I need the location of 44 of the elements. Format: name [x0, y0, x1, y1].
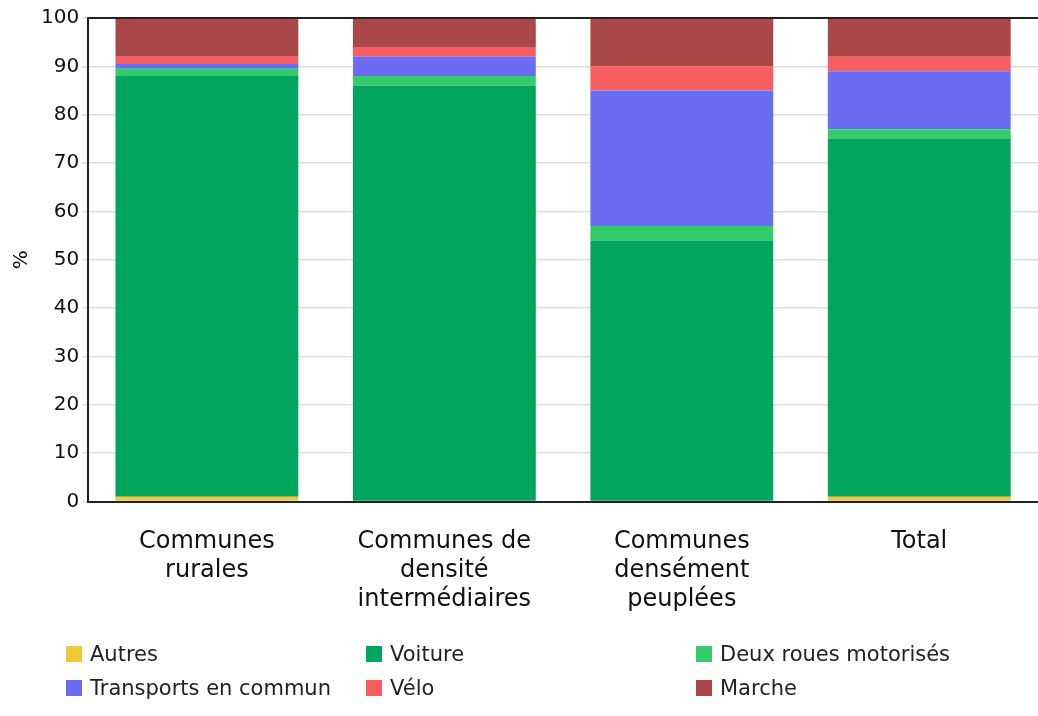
bar: [827, 138, 1011, 497]
y-tick-label: 50: [53, 246, 80, 270]
y-tick-label: 60: [53, 197, 80, 222]
bar: [827, 496, 1011, 501]
y-tick-label: 10: [53, 439, 80, 464]
bar: [352, 56, 536, 77]
bar: [115, 68, 299, 77]
legend-label: Vélo: [390, 676, 435, 700]
y-tick-label: 70: [53, 149, 80, 174]
bar: [590, 66, 774, 91]
y-axis-title: %: [8, 250, 33, 270]
bar: [352, 47, 536, 57]
legend-label: Voiture: [390, 642, 465, 666]
bar: [827, 71, 1011, 130]
bar: [590, 90, 774, 226]
x-tick-label: Communes rurales: [138, 526, 275, 584]
bar: [590, 18, 774, 67]
bar: [115, 18, 299, 57]
y-tick-label: 90: [53, 52, 80, 77]
x-tick-label: Communes densément peuplées: [613, 526, 750, 612]
bar: [115, 496, 299, 501]
bar: [115, 76, 299, 497]
y-tick-label: 40: [53, 294, 80, 319]
y-tick-label: 30: [53, 342, 80, 367]
bar: [590, 225, 774, 241]
bar: [352, 85, 536, 501]
y-tick-label: 100: [40, 4, 80, 29]
x-tick-label: Communes de densité intermédiaires: [357, 526, 532, 612]
bar: [827, 129, 1011, 139]
legend-label: Autres: [90, 642, 158, 666]
bar: [827, 56, 1011, 72]
bar: [590, 240, 774, 501]
bar: [115, 56, 299, 64]
legend-label: Deux roues motorisés: [720, 642, 951, 666]
bar: [115, 63, 299, 69]
y-tick-label: 0: [66, 487, 80, 512]
bar: [827, 18, 1011, 57]
legend-label: Transports en commun: [90, 676, 331, 700]
bar: [352, 18, 536, 48]
y-tick-label: 20: [53, 391, 80, 416]
x-tick-label: Total: [890, 526, 948, 555]
bar: [352, 76, 536, 86]
y-tick-label: 80: [53, 100, 80, 125]
legend-label: Marche: [720, 676, 797, 700]
